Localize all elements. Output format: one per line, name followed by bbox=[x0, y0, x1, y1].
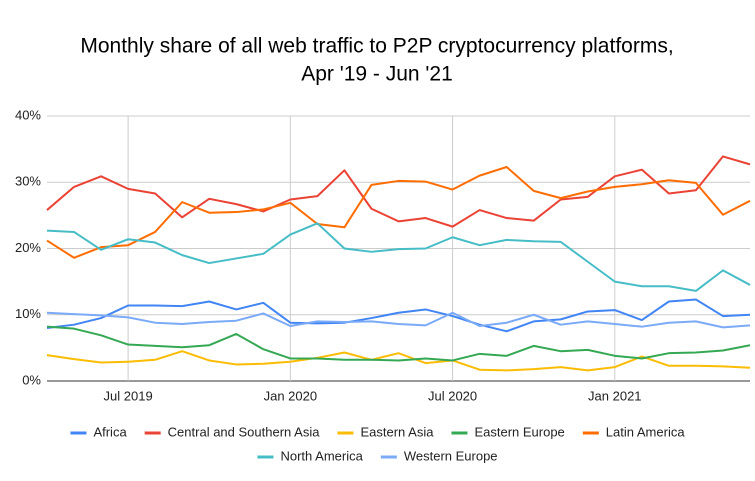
legend-item: Eastern Asia bbox=[337, 424, 434, 439]
y-tick-label: 40% bbox=[15, 107, 41, 122]
legend-item: Western Europe bbox=[380, 448, 498, 463]
legend-label: Central and Southern Asia bbox=[168, 424, 321, 439]
legend-label: Western Europe bbox=[404, 448, 498, 463]
x-tick-label: Jan 2021 bbox=[588, 388, 642, 403]
series-line bbox=[46, 222, 751, 292]
y-tick-label: 10% bbox=[15, 306, 41, 321]
legend-item: Eastern Europe bbox=[451, 424, 565, 439]
legend-label: Africa bbox=[93, 424, 127, 439]
y-tick-label: 20% bbox=[15, 240, 41, 255]
legend-item: Central and Southern Asia bbox=[144, 424, 321, 439]
x-tick-label: Jul 2019 bbox=[104, 388, 153, 403]
x-tick-label: Jan 2020 bbox=[264, 388, 318, 403]
legend-label: Eastern Asia bbox=[360, 424, 434, 439]
series-line bbox=[46, 155, 751, 228]
y-tick-label: 30% bbox=[15, 174, 41, 189]
series-line bbox=[46, 311, 751, 329]
series-line bbox=[46, 350, 751, 372]
series-line bbox=[46, 166, 751, 259]
series-line bbox=[46, 325, 751, 362]
y-tick-label: 0% bbox=[22, 372, 41, 387]
legend-item: North America bbox=[257, 448, 364, 463]
legend-item: Latin America bbox=[582, 424, 686, 439]
legend-label: Latin America bbox=[606, 424, 686, 439]
x-tick-label: Jul 2020 bbox=[428, 388, 477, 403]
series-line bbox=[46, 298, 751, 333]
legend-label: North America bbox=[280, 448, 363, 463]
legend-label: Eastern Europe bbox=[474, 424, 564, 439]
chart-title: Apr '19 - Jun '21 bbox=[301, 63, 453, 86]
chart-title: Monthly share of all web traffic to P2P … bbox=[80, 35, 673, 58]
legend-item: Africa bbox=[70, 424, 127, 439]
